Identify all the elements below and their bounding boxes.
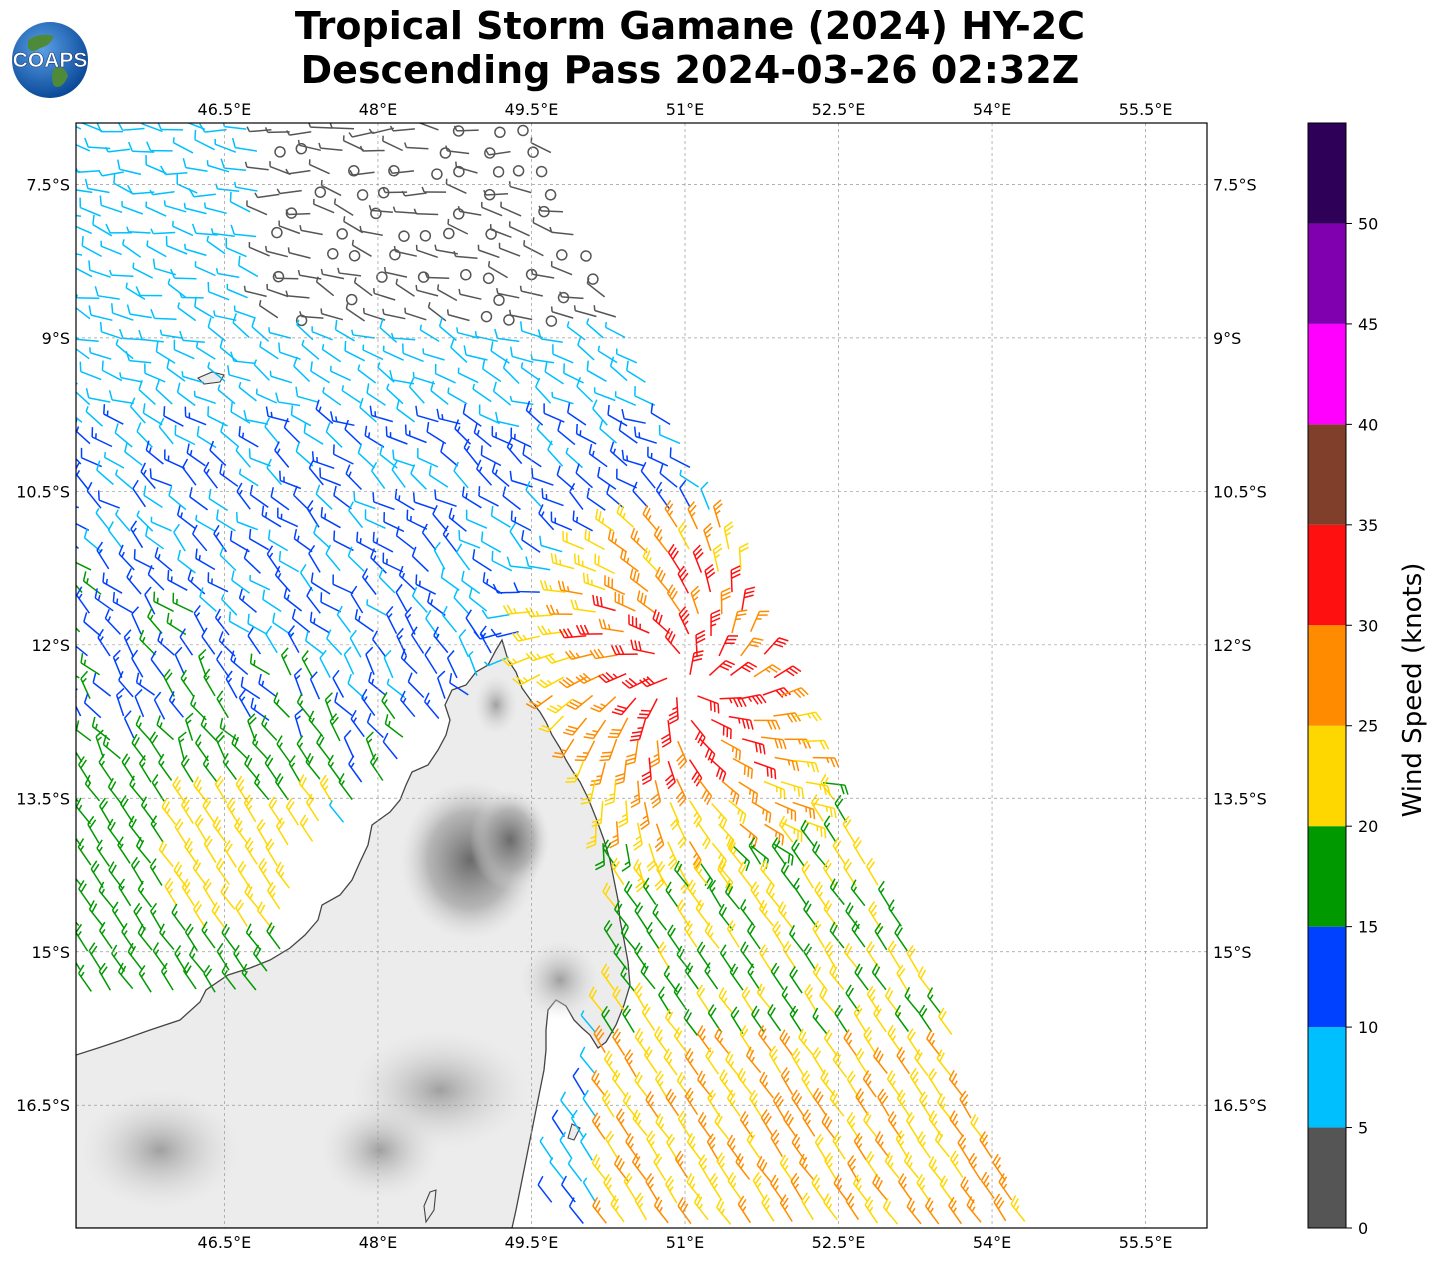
plot-frame — [75, 122, 1208, 1229]
lon-tick-bottom: 54°E — [973, 1233, 1011, 1252]
lon-tick-top: 55.5°E — [1119, 100, 1173, 119]
lon-tick-top: 51°E — [666, 100, 704, 119]
lat-tick-right: 9°S — [1213, 329, 1241, 348]
title-line-1: Tropical Storm Gamane (2024) HY-2C — [294, 4, 1086, 48]
colorbar-label: Wind Speed (knots) — [1398, 563, 1428, 818]
lat-tick-right: 13.5°S — [1213, 789, 1267, 808]
lat-tick-right: 16.5°S — [1213, 1096, 1267, 1115]
lat-tick-left: 10.5°S — [16, 482, 70, 501]
lat-tick-left: 13.5°S — [16, 789, 70, 808]
lat-tick-right: 10.5°S — [1213, 482, 1267, 501]
lat-tick-right: 7.5°S — [1213, 175, 1257, 194]
coaps-logo: COAPS — [12, 22, 88, 98]
lon-tick-bottom: 48°E — [359, 1233, 397, 1252]
lat-tick-left: 7.5°S — [26, 175, 70, 194]
lon-tick-bottom: 49.5°E — [505, 1233, 559, 1252]
logo-text: COAPS — [13, 49, 88, 72]
axis-ticks: 46.5°E 46.5°E 48°E 48°E 49.5°E 49.5°E 51°E 51°E… — [16, 100, 1267, 1252]
lat-tick-left: 12°S — [31, 636, 70, 655]
lat-tick-right: 15°S — [1213, 943, 1252, 962]
lat-tick-left: 15°S — [31, 943, 70, 962]
lon-tick-top: 54°E — [973, 100, 1011, 119]
island — [567, 1123, 581, 1141]
lon-tick-top: 46.5°E — [198, 100, 252, 119]
lon-tick-bottom: 52.5°E — [812, 1233, 866, 1252]
lon-tick-bottom: 51°E — [666, 1233, 704, 1252]
lon-tick-bottom: 55.5°E — [1119, 1233, 1173, 1252]
title-line-2: Descending Pass 2024-03-26 02:32Z — [300, 48, 1080, 92]
lat-tick-left: 16.5°S — [16, 1096, 70, 1115]
island — [423, 1189, 437, 1224]
lat-tick-right: 12°S — [1213, 636, 1252, 655]
gridlines — [76, 123, 1207, 1228]
lon-tick-bottom: 46.5°E — [198, 1233, 252, 1252]
lon-tick-top: 48°E — [359, 100, 397, 119]
lat-tick-left: 9°S — [42, 329, 70, 348]
chart-title: Tropical Storm Gamane (2024) HY-2C Desce… — [0, 4, 1380, 92]
lon-tick-top: 49.5°E — [505, 100, 559, 119]
wind-barbs — [76, 123, 1026, 1225]
colorbar-label-wrap: Wind Speed (knots) — [1398, 563, 1428, 818]
lon-tick-top: 52.5°E — [812, 100, 866, 119]
